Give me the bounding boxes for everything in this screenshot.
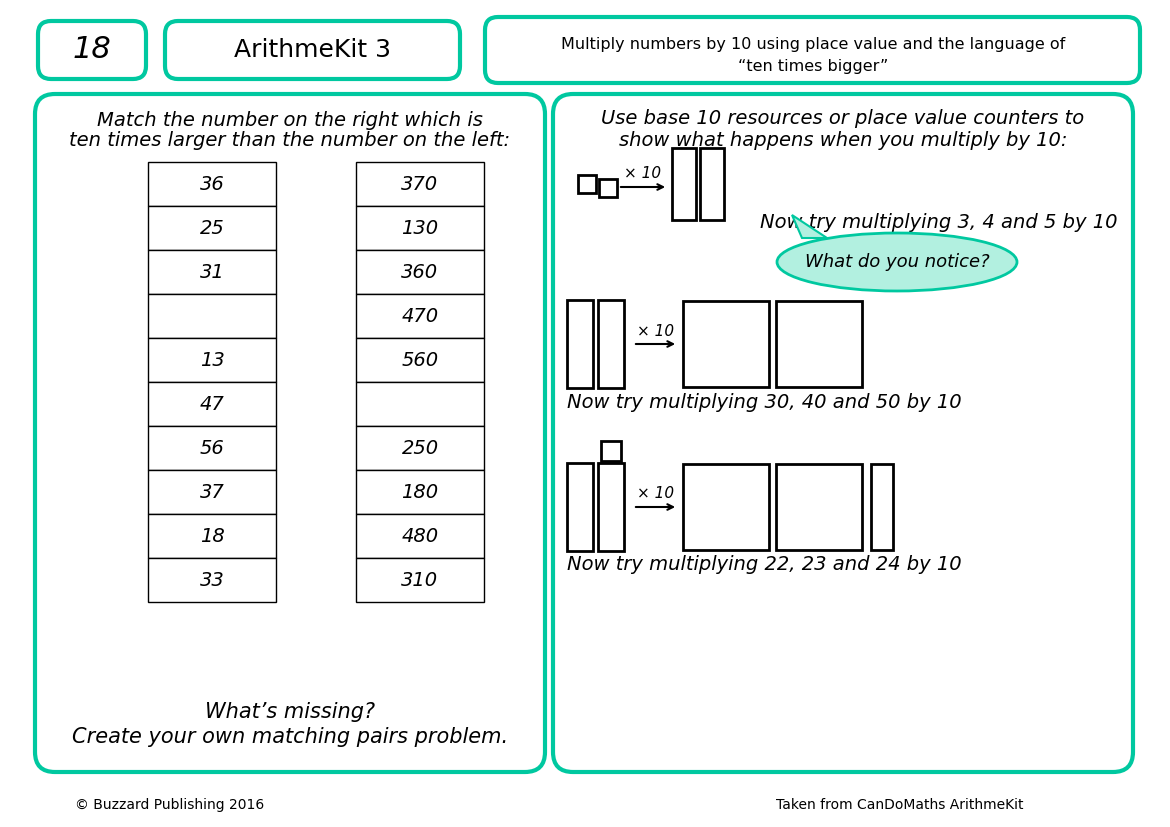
Text: 56: 56 [200, 438, 225, 457]
Text: What’s missing?: What’s missing? [205, 702, 376, 722]
FancyBboxPatch shape [37, 21, 146, 79]
Bar [356, 514, 484, 558]
Bar [147, 382, 276, 426]
Text: 360: 360 [401, 262, 439, 281]
Text: 250: 250 [401, 438, 439, 457]
Bar [598, 300, 624, 388]
Text: 36: 36 [200, 174, 225, 194]
Bar [683, 464, 769, 550]
Bar [356, 470, 484, 514]
Text: Taken from CanDoMaths ArithmeKit: Taken from CanDoMaths ArithmeKit [776, 798, 1024, 812]
Bar [356, 206, 484, 250]
Text: 13: 13 [200, 351, 225, 370]
FancyBboxPatch shape [553, 94, 1133, 772]
Text: Create your own matching pairs problem.: Create your own matching pairs problem. [71, 727, 508, 747]
Text: 47: 47 [200, 394, 225, 414]
Bar [356, 338, 484, 382]
Text: Use base 10 resources or place value counters to: Use base 10 resources or place value cou… [601, 109, 1085, 128]
Text: 470: 470 [401, 307, 439, 326]
Text: 37: 37 [200, 482, 225, 501]
Bar [147, 558, 276, 602]
Bar [147, 206, 276, 250]
Text: 18: 18 [73, 36, 111, 65]
Bar [598, 463, 624, 551]
Text: 180: 180 [401, 482, 439, 501]
Text: ArithmeKit 3: ArithmeKit 3 [234, 38, 391, 62]
Text: 31: 31 [200, 262, 225, 281]
Bar [147, 338, 276, 382]
Text: 33: 33 [200, 571, 225, 590]
Bar [870, 464, 893, 550]
Bar [147, 162, 276, 206]
Bar [147, 426, 276, 470]
Text: 25: 25 [200, 218, 225, 237]
Text: Now try multiplying 22, 23 and 24 by 10: Now try multiplying 22, 23 and 24 by 10 [567, 556, 962, 575]
Text: What do you notice?: What do you notice? [805, 253, 990, 271]
Bar [567, 300, 593, 388]
Text: 560: 560 [401, 351, 439, 370]
Text: Now try multiplying 3, 4 and 5 by 10: Now try multiplying 3, 4 and 5 by 10 [760, 213, 1117, 232]
Text: Now try multiplying 30, 40 and 50 by 10: Now try multiplying 30, 40 and 50 by 10 [567, 394, 962, 413]
Text: × 10: × 10 [636, 486, 674, 501]
Ellipse shape [777, 233, 1017, 291]
Text: “ten times bigger”: “ten times bigger” [738, 59, 888, 74]
FancyBboxPatch shape [486, 17, 1140, 83]
Text: 18: 18 [200, 527, 225, 546]
Bar [601, 441, 621, 461]
FancyBboxPatch shape [165, 21, 460, 79]
Bar [147, 514, 276, 558]
Bar [599, 179, 617, 197]
Bar [356, 382, 484, 426]
Bar [356, 426, 484, 470]
Bar [672, 148, 696, 220]
Text: × 10: × 10 [636, 323, 674, 338]
Text: ten times larger than the number on the left:: ten times larger than the number on the … [69, 131, 510, 151]
Bar [776, 301, 862, 387]
FancyBboxPatch shape [35, 94, 545, 772]
Bar [356, 294, 484, 338]
Bar [578, 175, 596, 193]
Bar [356, 162, 484, 206]
Text: show what happens when you multiply by 10:: show what happens when you multiply by 1… [619, 131, 1067, 150]
Text: 130: 130 [401, 218, 439, 237]
Text: 310: 310 [401, 571, 439, 590]
Text: 480: 480 [401, 527, 439, 546]
Bar [776, 464, 862, 550]
Bar [147, 470, 276, 514]
Bar [147, 294, 276, 338]
Bar [356, 250, 484, 294]
Text: × 10: × 10 [625, 166, 661, 181]
Text: 370: 370 [401, 174, 439, 194]
Text: Match the number on the right which is: Match the number on the right which is [97, 112, 483, 131]
Bar [683, 301, 769, 387]
Text: Multiply numbers by 10 using place value and the language of: Multiply numbers by 10 using place value… [560, 37, 1065, 52]
Bar [700, 148, 724, 220]
Polygon shape [792, 215, 827, 238]
Bar [567, 463, 593, 551]
Bar [356, 558, 484, 602]
Bar [147, 250, 276, 294]
Text: © Buzzard Publishing 2016: © Buzzard Publishing 2016 [75, 798, 264, 812]
